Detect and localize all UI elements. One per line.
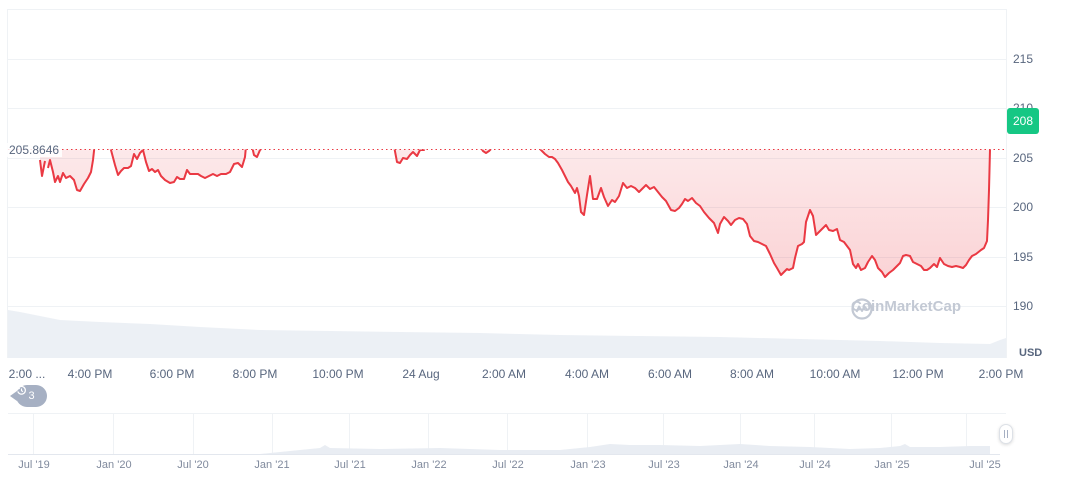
price-line bbox=[40, 65, 1006, 278]
x-tick: 10:00 AM bbox=[809, 367, 861, 381]
grip-line bbox=[1007, 430, 1008, 438]
coinmarketcap-logo-icon bbox=[851, 298, 873, 320]
navigator-label: Jan '21 bbox=[254, 459, 290, 471]
x-tick: 4:00 AM bbox=[564, 367, 610, 381]
navigator-label: Jul '24 bbox=[799, 459, 831, 471]
navigator-area bbox=[8, 444, 990, 454]
navigator-label: Jul '21 bbox=[334, 459, 366, 471]
y-tick-195: 195 bbox=[1013, 250, 1034, 264]
history-events-button[interactable]: 3 bbox=[10, 385, 47, 407]
x-tick: 2:00 ... bbox=[8, 367, 46, 381]
history-count: 3 bbox=[28, 390, 35, 402]
y-tick-190: 190 bbox=[1013, 299, 1034, 313]
navigator-label: Jul '23 bbox=[648, 459, 680, 471]
navigator-label: Jan '23 bbox=[570, 459, 606, 471]
x-tick: 12:00 PM bbox=[892, 367, 944, 381]
navigator-label: Jul '20 bbox=[177, 459, 209, 471]
current-price-badge: 208 bbox=[1007, 108, 1039, 134]
price-area-fill bbox=[40, 149, 1006, 277]
history-clock-icon bbox=[16, 385, 26, 395]
navigator-label: Jul '19 bbox=[18, 459, 50, 471]
navigator[interactable] bbox=[8, 413, 1006, 455]
reference-price-value: 205.8646 bbox=[9, 143, 60, 157]
x-tick: 6:00 PM bbox=[149, 367, 195, 381]
plot-frame bbox=[7, 9, 1007, 358]
navigator-label: Jul '25 bbox=[969, 459, 1001, 471]
x-tick: 6:00 AM bbox=[647, 367, 693, 381]
navigator-label: Jul '22 bbox=[492, 459, 524, 471]
watermark-text: CoinMarketCap bbox=[851, 298, 962, 315]
navigator-label: Jan '25 bbox=[874, 459, 910, 471]
navigator-label: Jan '20 bbox=[96, 459, 132, 471]
x-tick: 8:00 AM bbox=[729, 367, 775, 381]
x-tick: 4:00 PM bbox=[67, 367, 113, 381]
x-tick: 2:00 AM bbox=[481, 367, 527, 381]
x-tick: 10:00 PM bbox=[312, 367, 364, 381]
volume-area bbox=[8, 310, 1006, 358]
navigator-label: Jan '24 bbox=[723, 459, 759, 471]
reference-price-label: 205.8646 bbox=[6, 143, 63, 157]
navigator-label: Jan '22 bbox=[411, 459, 447, 471]
x-tick: 24 Aug bbox=[402, 367, 440, 381]
y-tick-200: 200 bbox=[1013, 200, 1034, 214]
x-tick: 2:00 PM bbox=[978, 367, 1024, 381]
y-tick-215: 215 bbox=[1013, 52, 1034, 66]
navigator-range-handle[interactable] bbox=[999, 424, 1013, 444]
grip-line bbox=[1004, 430, 1005, 438]
currency-label: USD bbox=[1019, 347, 1043, 359]
coinmarketcap-watermark: CoinMarketCap bbox=[851, 298, 962, 320]
x-tick: 8:00 PM bbox=[232, 367, 278, 381]
y-tick-205: 205 bbox=[1013, 151, 1034, 165]
